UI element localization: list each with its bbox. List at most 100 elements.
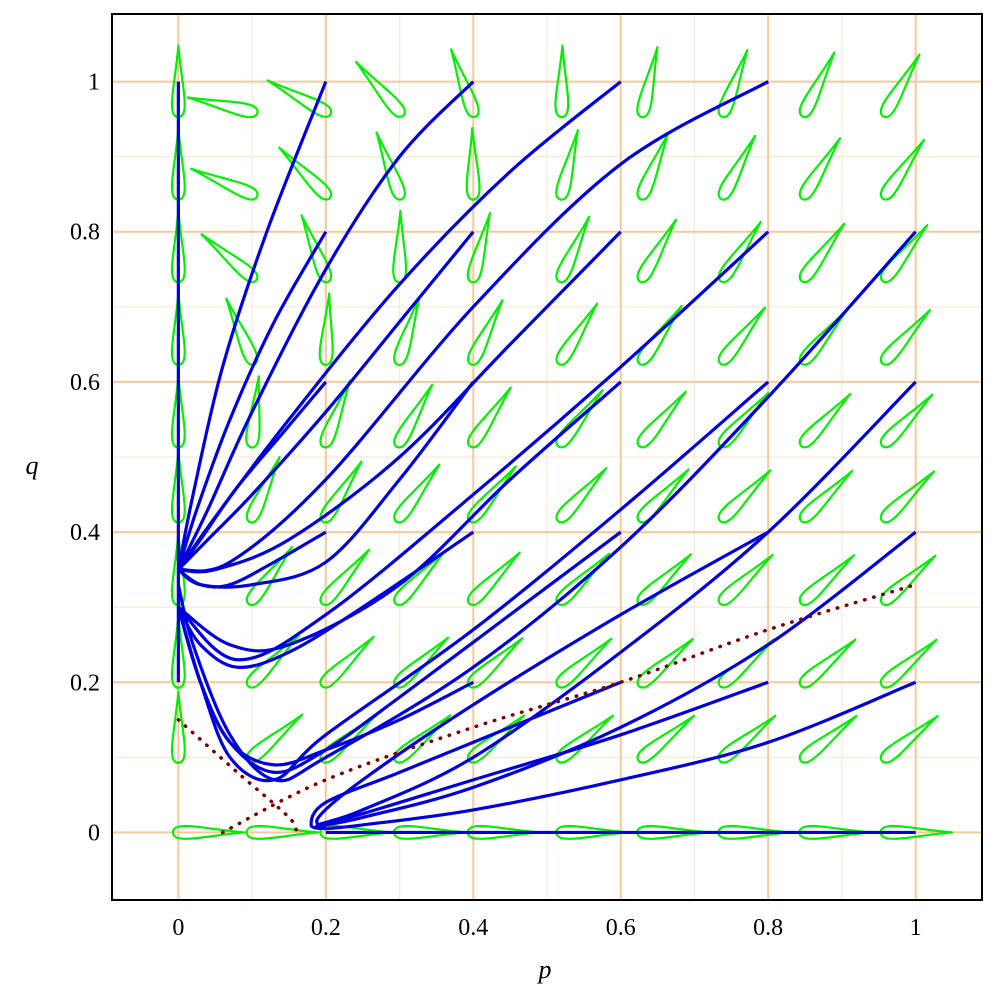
- field-arrow: [879, 470, 935, 524]
- field-arrow: [879, 554, 937, 607]
- x-tick-label: 0.2: [311, 915, 341, 941]
- field-arrow: [555, 302, 599, 366]
- field-arrow: [798, 714, 858, 764]
- field-arrow: [245, 824, 320, 840]
- trajectory-curves: [176, 80, 917, 835]
- field-arrow: [879, 224, 929, 284]
- y-axis-label: q: [26, 451, 39, 480]
- field-arrow: [717, 714, 777, 764]
- field-arrow: [393, 550, 446, 607]
- field-arrow: [319, 635, 375, 689]
- field-arrow: [170, 690, 186, 764]
- trajectory-curve: [325, 680, 917, 831]
- field-arrow: [393, 714, 452, 764]
- x-tick-label: 0: [172, 915, 184, 941]
- field-arrow: [393, 383, 434, 449]
- nullcline-curve: [176, 718, 299, 835]
- field-arrow: [555, 129, 579, 201]
- trajectory-curve: [315, 530, 769, 830]
- field-arrow: [266, 79, 333, 118]
- y-tick-label: 0.8: [70, 220, 100, 246]
- nullcline-curves: [176, 582, 918, 835]
- field-arrow: [319, 460, 363, 524]
- field-arrow: [245, 546, 294, 606]
- field-arrow: [636, 132, 670, 201]
- field-arrow: [466, 551, 521, 607]
- field-arrow: [879, 308, 932, 366]
- field-arrow: [171, 824, 246, 840]
- field-arrow: [319, 548, 371, 607]
- field-arrow: [319, 379, 352, 449]
- trajectory-curve: [315, 530, 917, 831]
- field-arrow: [170, 615, 186, 689]
- field-arrow: [466, 386, 512, 449]
- trajectory-curve: [178, 80, 769, 573]
- field-arrow: [555, 467, 608, 524]
- field-arrow: [798, 392, 852, 449]
- field-arrow: [798, 51, 836, 119]
- field-arrow: [466, 211, 492, 284]
- y-tick-label: 0.6: [70, 370, 100, 396]
- field-arrow: [393, 463, 441, 524]
- trajectory-curve: [176, 80, 475, 571]
- x-tick-label: 0.6: [606, 915, 636, 941]
- field-arrow: [465, 127, 481, 201]
- y-tick-label: 0: [88, 820, 100, 846]
- field-arrow: [555, 215, 591, 284]
- field-arrow: [190, 167, 259, 201]
- field-arrow: [245, 455, 281, 524]
- x-tick-labels: 0 0.2 0.4 0.6 0.8 1: [172, 915, 921, 941]
- nullcline-curve: [220, 582, 918, 835]
- field-arrow: [554, 44, 570, 119]
- field-arrow: [879, 638, 938, 689]
- field-arrow: [450, 48, 480, 119]
- trajectory-curve: [315, 380, 917, 831]
- field-arrow: [393, 295, 421, 366]
- field-arrow: [466, 299, 504, 366]
- x-tick-label: 1: [910, 915, 922, 941]
- plot-frame: [111, 13, 983, 901]
- field-arrow: [879, 714, 939, 764]
- x-axis-label: p: [537, 955, 552, 984]
- field-arrow: [300, 214, 333, 284]
- field-arrow: [636, 714, 696, 764]
- field-arrow: [318, 292, 334, 366]
- field-arrow: [319, 824, 393, 840]
- field-arrow: [186, 96, 259, 119]
- trajectory-curve: [176, 380, 770, 783]
- field-arrow: [555, 389, 604, 449]
- field-arrow: [879, 138, 925, 201]
- field-arrow: [798, 554, 856, 607]
- y-tick-label: 0.4: [70, 520, 100, 546]
- x-tick-label: 0.8: [753, 915, 783, 941]
- trajectory-curve: [176, 230, 328, 571]
- field-arrow: [717, 48, 749, 119]
- field-arrow: [636, 390, 687, 449]
- field-arrow: [798, 137, 842, 201]
- trajectory-curve: [176, 80, 328, 570]
- field-arrow: [555, 637, 613, 689]
- trajectory-curve: [176, 530, 475, 669]
- field-arrow: [636, 468, 690, 524]
- field-arrow: [636, 46, 659, 119]
- field-arrow: [798, 469, 854, 524]
- field-arrow: [798, 307, 849, 366]
- field-arrow: [636, 218, 678, 284]
- field-arrow: [717, 306, 767, 366]
- y-tick-label: 1: [88, 70, 100, 96]
- field-arrow: [717, 134, 757, 201]
- x-tick-label: 0.4: [458, 915, 488, 941]
- field-arrow: [879, 53, 921, 119]
- field-arrow: [278, 146, 333, 201]
- trajectory-curve: [177, 230, 475, 571]
- direction-field: [170, 44, 954, 840]
- y-tick-label: 0.2: [70, 670, 100, 696]
- field-arrow: [245, 634, 300, 689]
- field-arrow: [355, 60, 406, 118]
- y-tick-labels: 0 0.2 0.4 0.6 0.8 1: [70, 70, 100, 847]
- field-arrow: [798, 222, 846, 284]
- field-arrow: [717, 553, 774, 607]
- trajectory-curve: [177, 230, 770, 662]
- trajectory-curve: [177, 380, 622, 653]
